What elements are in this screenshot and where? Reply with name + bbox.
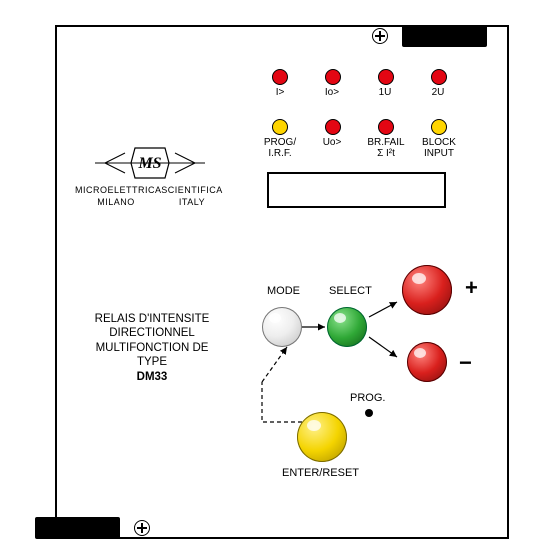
desc-line-2: DIRECTIONNEL [109, 327, 195, 339]
led-io-label: Io> [316, 87, 348, 98]
desc-line-3: MULTIFONCTION DE [96, 342, 209, 354]
mode-button[interactable] [262, 307, 302, 347]
prog-dot [365, 409, 373, 417]
led-1u-label: 1U [370, 87, 400, 98]
brand-logo: MS [95, 145, 205, 181]
device-description: RELAIS D'INTENSITE DIRECTIONNEL MULTIFON… [77, 312, 227, 384]
desc-bold: DM33 [137, 371, 168, 383]
minus-button[interactable] [407, 342, 447, 382]
led-i [272, 69, 288, 85]
prog-label: PROG. [350, 392, 385, 404]
led-prog [272, 119, 288, 135]
brand-right-bot: ITALY [157, 197, 227, 207]
svg-text:MS: MS [137, 155, 161, 172]
led-uo-label: Uo> [316, 137, 348, 148]
led-prog-label: PROG/ I.R.F. [255, 137, 305, 159]
brand-left-top: MICROELETTRICA [75, 185, 157, 195]
led-io [325, 69, 341, 85]
led-brfail [378, 119, 394, 135]
desc-line-1: RELAIS D'INTENSITE [95, 313, 210, 325]
mount-bracket-top [402, 25, 487, 47]
select-label: SELECT [329, 285, 372, 297]
led-2u [431, 69, 447, 85]
led-block [431, 119, 447, 135]
enter-reset-button[interactable] [297, 412, 347, 462]
minus-label: − [459, 350, 472, 376]
mount-bracket-bottom [35, 517, 120, 539]
led-uo [325, 119, 341, 135]
led-block-label: BLOCK INPUT [415, 137, 463, 159]
lcd-display [267, 172, 446, 208]
desc-line-4: TYPE [137, 356, 167, 368]
enter-label: ENTER/RESET [282, 467, 359, 479]
mode-label: MODE [267, 285, 300, 297]
led-1u [378, 69, 394, 85]
device-panel: I> Io> 1U 2U PROG/ I.R.F. Uo> BR.FAIL Σ … [55, 25, 509, 539]
plus-label: + [465, 275, 478, 301]
led-2u-label: 2U [423, 87, 453, 98]
led-i-label: I> [265, 87, 295, 98]
led-brfail-label: BR.FAIL Σ I²t [360, 137, 412, 159]
plus-button[interactable] [402, 265, 452, 315]
brand-right-top: SCIENTIFICA [157, 185, 227, 195]
brand-left-bot: MILANO [75, 197, 157, 207]
select-button[interactable] [327, 307, 367, 347]
